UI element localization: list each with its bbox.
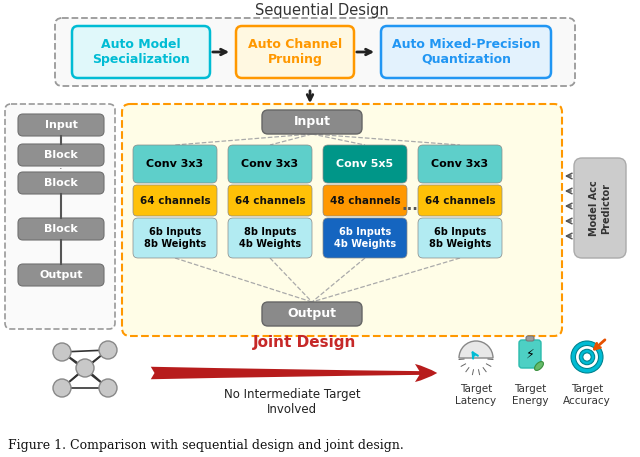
FancyBboxPatch shape [55, 18, 575, 86]
Text: Target
Latency: Target Latency [456, 384, 497, 406]
FancyBboxPatch shape [236, 26, 354, 78]
FancyBboxPatch shape [418, 145, 502, 183]
Circle shape [583, 353, 591, 361]
Text: Input: Input [45, 120, 77, 130]
Text: Output: Output [287, 308, 337, 320]
Text: Output: Output [39, 270, 83, 280]
Text: Target
Accuracy: Target Accuracy [563, 384, 611, 406]
Text: 6b Inputs
4b Weights: 6b Inputs 4b Weights [334, 227, 396, 249]
Text: Input: Input [294, 116, 330, 128]
Text: Model Acc
Predictor: Model Acc Predictor [589, 180, 611, 236]
Text: 8b Inputs
4b Weights: 8b Inputs 4b Weights [239, 227, 301, 249]
FancyBboxPatch shape [228, 145, 312, 183]
Text: Figure 1. Comparison with sequential design and joint design.: Figure 1. Comparison with sequential des… [8, 440, 404, 452]
Text: ⚡: ⚡ [525, 347, 534, 361]
FancyBboxPatch shape [5, 104, 115, 329]
FancyBboxPatch shape [574, 158, 626, 258]
FancyBboxPatch shape [323, 218, 407, 258]
FancyBboxPatch shape [228, 218, 312, 258]
Text: Auto Channel
Pruning: Auto Channel Pruning [248, 38, 342, 66]
Text: ·
·
·: · · · [59, 152, 63, 186]
Circle shape [76, 359, 94, 377]
Text: No Intermediate Target
Involved: No Intermediate Target Involved [224, 388, 360, 416]
Circle shape [99, 341, 117, 359]
Wedge shape [459, 341, 493, 358]
Text: 64 channels: 64 channels [425, 196, 495, 206]
FancyBboxPatch shape [228, 185, 312, 216]
Text: 64 channels: 64 channels [140, 196, 211, 206]
FancyArrowPatch shape [151, 364, 437, 382]
FancyBboxPatch shape [526, 336, 534, 341]
Circle shape [53, 343, 71, 361]
FancyBboxPatch shape [323, 145, 407, 183]
Text: ...: ... [401, 197, 419, 213]
FancyBboxPatch shape [418, 218, 502, 258]
Text: 6b Inputs
8b Weights: 6b Inputs 8b Weights [429, 227, 491, 249]
Text: Auto Mixed-Precision
Quantization: Auto Mixed-Precision Quantization [392, 38, 540, 66]
Text: Sequential Design: Sequential Design [255, 4, 389, 18]
Text: Target
Energy: Target Energy [512, 384, 548, 406]
Text: Conv 3x3: Conv 3x3 [431, 159, 488, 169]
FancyBboxPatch shape [133, 185, 217, 216]
FancyBboxPatch shape [133, 145, 217, 183]
Circle shape [575, 345, 598, 368]
Text: 64 channels: 64 channels [235, 196, 305, 206]
FancyBboxPatch shape [262, 302, 362, 326]
FancyBboxPatch shape [323, 185, 407, 216]
FancyBboxPatch shape [18, 114, 104, 136]
Text: 48 channels: 48 channels [330, 196, 400, 206]
Ellipse shape [534, 361, 543, 371]
Text: Block: Block [44, 224, 78, 234]
Text: Conv 3x3: Conv 3x3 [147, 159, 204, 169]
Text: 6b Inputs
8b Weights: 6b Inputs 8b Weights [144, 227, 206, 249]
Text: Auto Model
Specialization: Auto Model Specialization [92, 38, 190, 66]
FancyBboxPatch shape [72, 26, 210, 78]
Text: Conv 3x3: Conv 3x3 [241, 159, 299, 169]
FancyBboxPatch shape [519, 340, 541, 368]
Text: Conv 5x5: Conv 5x5 [337, 159, 394, 169]
Circle shape [99, 379, 117, 397]
FancyBboxPatch shape [18, 172, 104, 194]
FancyBboxPatch shape [381, 26, 551, 78]
FancyBboxPatch shape [122, 104, 562, 336]
Text: Joint Design: Joint Design [253, 335, 356, 351]
Text: Block: Block [44, 178, 78, 188]
FancyBboxPatch shape [262, 110, 362, 134]
Circle shape [579, 349, 595, 365]
Circle shape [571, 341, 603, 373]
Circle shape [53, 379, 71, 397]
FancyBboxPatch shape [418, 185, 502, 216]
Text: Block: Block [44, 150, 78, 160]
FancyBboxPatch shape [18, 264, 104, 286]
FancyBboxPatch shape [18, 218, 104, 240]
FancyBboxPatch shape [133, 218, 217, 258]
FancyBboxPatch shape [18, 144, 104, 166]
